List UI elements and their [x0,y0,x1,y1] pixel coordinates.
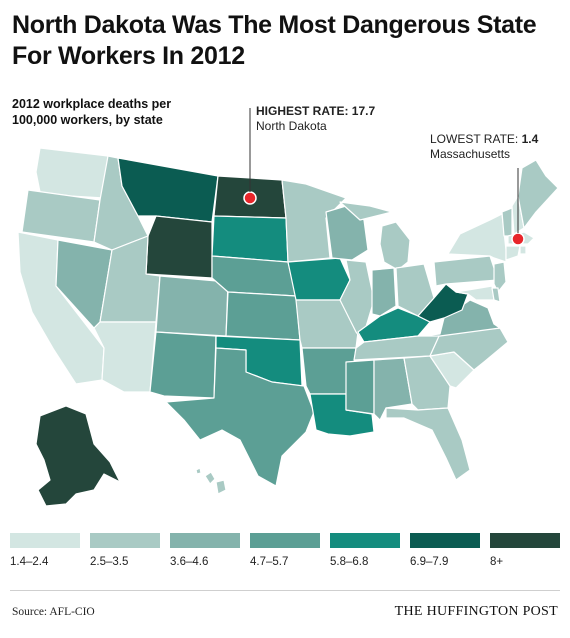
legend-swatch [170,533,240,548]
state-iowa[interactable] [287,257,351,301]
state-rhode-island[interactable] [519,245,527,255]
legend-item: 5.8–6.8 [330,533,400,568]
legend-item: 3.6–4.6 [170,533,240,568]
state-new-mexico[interactable] [149,331,217,399]
state-indiana[interactable] [371,267,397,317]
legend-label: 5.8–6.8 [330,556,369,568]
state-texas[interactable] [165,347,315,487]
state-maryland[interactable] [455,285,495,301]
lowest-label: LOWEST RATE: [430,132,519,146]
lowest-state: Massachusetts [430,147,511,161]
state-illinois[interactable] [339,259,375,341]
legend-swatch [330,533,400,548]
state-oregon[interactable] [21,189,101,243]
map-legend: 1.4–2.4 2.5–3.5 3.6–4.6 4.7–5.7 5.8–6.8 … [10,533,565,573]
legend-item: 1.4–2.4 [10,533,80,568]
state-virginia[interactable] [417,299,501,337]
legend-swatch [10,533,80,548]
highest-label: HIGHEST RATE: [256,104,349,118]
state-colorado[interactable] [155,275,229,337]
state-wyoming[interactable] [145,215,213,279]
legend-item: 4.7–5.7 [250,533,320,568]
map-subtitle: 2012 workplace deaths per 100,000 worker… [12,97,172,127]
lowest-value: 1.4 [521,132,539,146]
highest-value: 17.7 [351,104,376,118]
state-kansas[interactable] [225,291,301,341]
us-map [17,108,559,507]
state-michigan-up[interactable] [339,201,393,221]
legend-label: 2.5–3.5 [90,556,129,568]
publisher-logo: THE HUFFINGTON POST [394,604,558,619]
state-connecticut[interactable] [505,245,521,261]
state-hawaii[interactable] [195,467,227,495]
highest-state: North Dakota [256,119,327,133]
legend-label: 3.6–4.6 [170,556,209,568]
legend-item: 6.9–7.9 [410,533,480,568]
state-michigan[interactable] [379,221,411,271]
state-minnesota[interactable] [281,179,347,263]
lowest-callout: LOWEST RATE: 1.4 Massachusetts [430,132,538,162]
state-maine[interactable] [517,159,559,229]
state-delaware[interactable] [491,287,501,303]
state-new-jersey[interactable] [493,261,507,293]
state-pennsylvania[interactable] [433,255,499,287]
state-washington[interactable] [35,147,109,199]
state-vermont[interactable] [501,207,513,237]
legend-item: 8+ [490,533,560,568]
legend-item: 2.5–3.5 [90,533,160,568]
legend-swatch [410,533,480,548]
state-mississippi[interactable] [345,359,375,415]
legend-label: 1.4–2.4 [10,556,49,568]
page-title: North Dakota Was The Most Dangerous Stat… [12,11,537,70]
legend-swatch [250,533,320,548]
footer-divider [10,590,560,591]
legend-label: 6.9–7.9 [410,556,449,568]
highest-callout: HIGHEST RATE: 17.7 North Dakota [256,104,375,134]
legend-swatch [90,533,160,548]
legend-swatch [490,533,560,548]
state-arizona[interactable] [93,321,157,393]
legend-label: 8+ [490,556,504,568]
lowest-rate-marker [511,232,525,246]
highest-rate-marker [243,191,257,205]
legend-label: 4.7–5.7 [250,556,289,568]
state-alaska[interactable] [35,405,121,507]
state-south-dakota[interactable] [211,215,289,263]
source-note: Source: AFL-CIO [12,606,95,618]
state-florida[interactable] [385,407,471,481]
state-new-york[interactable] [447,213,507,263]
